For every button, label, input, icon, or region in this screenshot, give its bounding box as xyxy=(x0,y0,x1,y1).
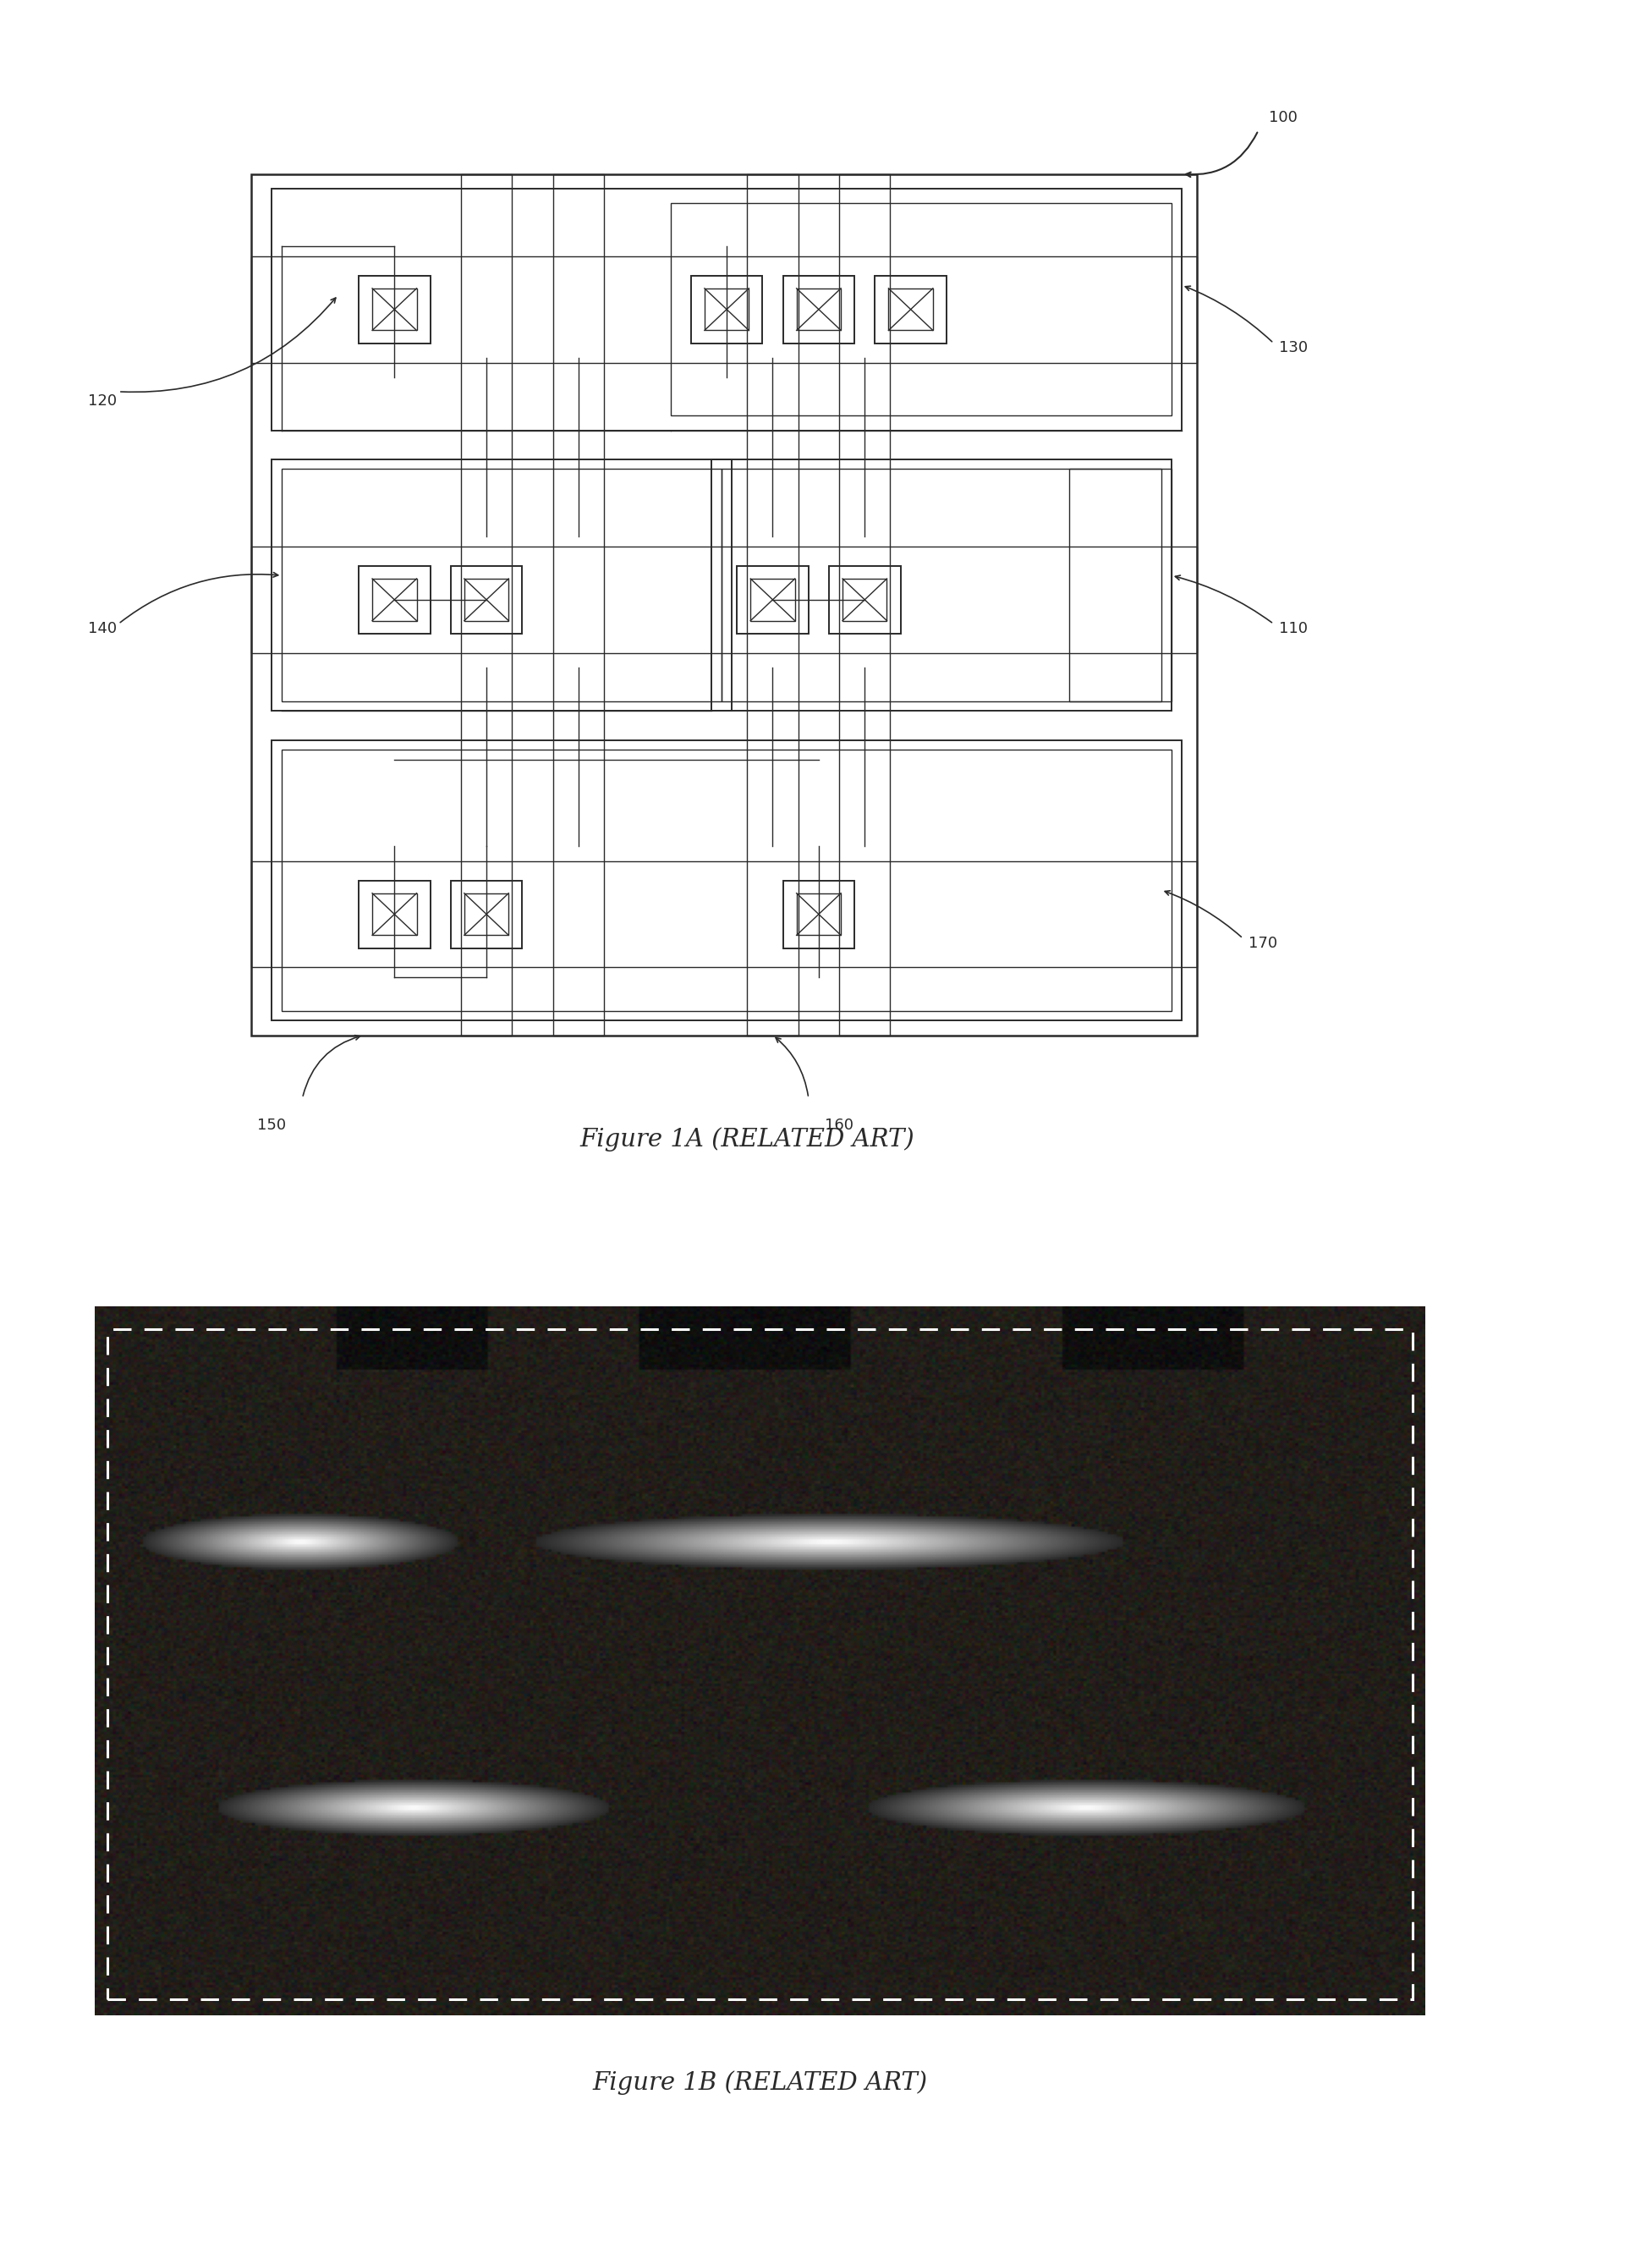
Bar xyxy=(839,173,890,1034)
Bar xyxy=(747,173,798,1034)
Bar xyxy=(722,470,1161,701)
Bar xyxy=(251,861,1198,967)
Bar xyxy=(271,189,1181,429)
Bar xyxy=(251,256,1198,362)
Bar xyxy=(451,881,522,949)
Bar xyxy=(461,173,512,1034)
Bar xyxy=(783,277,854,344)
Text: 110: 110 xyxy=(1279,620,1307,636)
Bar xyxy=(876,277,947,344)
Bar xyxy=(1069,470,1171,701)
Text: Figure 1A (RELATED ART): Figure 1A (RELATED ART) xyxy=(580,1126,915,1151)
Bar xyxy=(372,288,416,330)
Bar xyxy=(372,892,416,935)
Bar xyxy=(451,566,522,634)
Bar xyxy=(889,288,933,330)
Text: 150: 150 xyxy=(258,1117,286,1133)
Bar xyxy=(251,173,1198,1034)
Bar xyxy=(358,277,430,344)
Text: 100: 100 xyxy=(1269,110,1297,126)
Bar xyxy=(358,881,430,949)
Bar xyxy=(829,566,900,634)
Text: 130: 130 xyxy=(1279,339,1308,355)
Text: 140: 140 xyxy=(88,620,117,636)
Bar xyxy=(251,546,1198,652)
Bar xyxy=(107,1329,1412,1998)
Bar xyxy=(271,740,1181,1021)
Bar xyxy=(553,173,605,1034)
Text: 170: 170 xyxy=(1249,935,1277,951)
Bar xyxy=(671,202,1171,416)
Bar xyxy=(464,892,509,935)
Bar xyxy=(282,470,722,701)
Bar xyxy=(464,578,509,620)
Text: Figure 1B (RELATED ART): Figure 1B (RELATED ART) xyxy=(593,2070,927,2095)
Bar xyxy=(737,566,808,634)
Bar xyxy=(372,578,416,620)
Bar xyxy=(282,749,1171,1012)
Bar xyxy=(796,892,841,935)
Bar xyxy=(843,578,887,620)
Bar xyxy=(358,566,430,634)
Bar xyxy=(704,288,748,330)
Bar xyxy=(712,459,1171,710)
Bar xyxy=(271,459,732,710)
Bar xyxy=(750,578,795,620)
Bar xyxy=(691,277,763,344)
Bar xyxy=(796,288,841,330)
Text: 120: 120 xyxy=(88,393,117,409)
Text: 160: 160 xyxy=(824,1117,854,1133)
Bar xyxy=(783,881,854,949)
